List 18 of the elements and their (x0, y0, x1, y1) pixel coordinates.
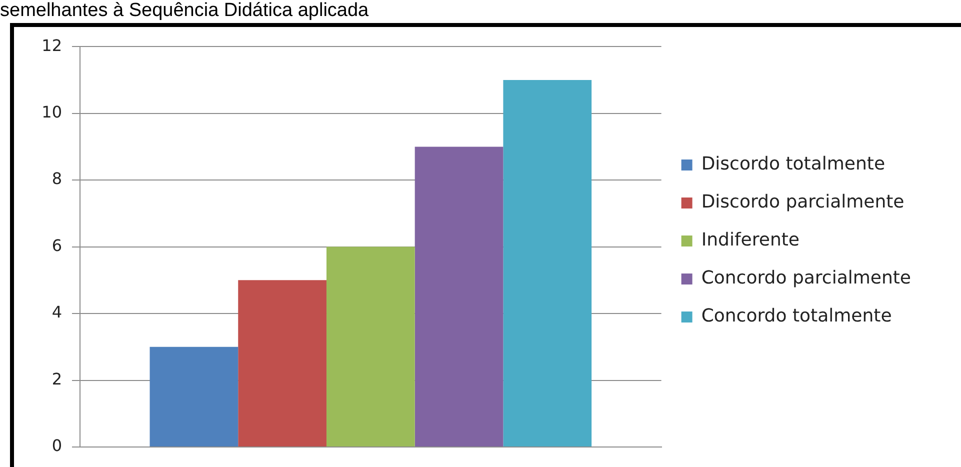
y-tick-label: 0 (52, 436, 62, 456)
legend-label: Concordo totalmente (701, 306, 892, 327)
bar (503, 80, 592, 446)
legend-label: Discordo parcialmente (701, 192, 904, 213)
bar (326, 246, 415, 446)
y-tick-label: 4 (52, 302, 62, 322)
legend-label: Discordo totalmente (701, 154, 886, 175)
legend-label: Indiferente (701, 230, 800, 251)
y-tick-label: 6 (52, 236, 62, 255)
bar (238, 280, 326, 446)
y-tick-label: 10 (42, 102, 62, 122)
y-tick-label: 12 (42, 36, 62, 55)
y-tick-label: 2 (52, 369, 62, 388)
bar (150, 346, 238, 446)
y-tick-label: 8 (52, 169, 62, 188)
legend-label: Concordo parcialmente (701, 268, 912, 289)
bar (414, 146, 504, 446)
chart-title: semelhantes à Sequência Didática aplicada (0, 0, 369, 22)
